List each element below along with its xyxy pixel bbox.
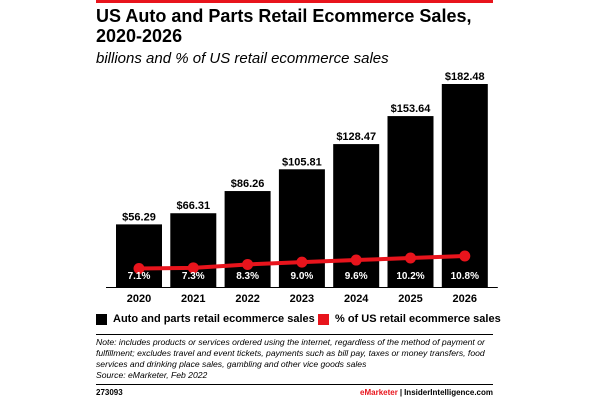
line-point-2026 — [459, 250, 471, 262]
brand-emarketer: eMarketer — [360, 388, 398, 397]
line-point-2021 — [187, 262, 199, 274]
divider-bottom — [96, 384, 493, 385]
line-value-label-2020: 7.1% — [128, 271, 151, 282]
legend-swatch-bar — [96, 313, 107, 325]
line-point-2020 — [133, 263, 145, 274]
x-tick-label-2021: 2021 — [181, 293, 205, 305]
bar-2021 — [170, 213, 217, 287]
footer-brand: eMarketer | InsiderIntelligence.com — [360, 388, 493, 397]
line-point-2022 — [242, 258, 254, 270]
x-tick-label-2025: 2025 — [398, 293, 422, 305]
chart-legend: Auto and parts retail ecommerce sales % … — [96, 313, 506, 329]
line-value-label-2025: 10.2% — [396, 271, 424, 282]
bar-2023 — [278, 169, 325, 287]
bar-value-label-2024: $128.47 — [336, 131, 376, 143]
brand-separator: | — [399, 388, 403, 397]
footer: 273093 eMarketer | InsiderIntelligence.com — [96, 388, 493, 399]
bar-value-label-2026: $182.48 — [445, 71, 485, 83]
line-value-label-2021: 7.3% — [182, 271, 205, 282]
x-tick-label-2020: 2020 — [127, 293, 151, 305]
bar-2022 — [224, 191, 271, 287]
x-tick-label-2026: 2026 — [453, 293, 477, 305]
bar-value-label-2025: $153.64 — [391, 103, 432, 115]
legend-item-bar: Auto and parts retail ecommerce sales — [96, 313, 315, 325]
chart-subtitle: billions and % of US retail ecommerce sa… — [96, 50, 389, 67]
line-value-label-2022: 8.3% — [236, 271, 259, 282]
bar-value-label-2023: $105.81 — [282, 156, 322, 168]
chart-canvas: $56.29 2020 $66.31 2021 $86.26 2022 $105.81 202… — [106, 71, 498, 305]
brand-insider-intelligence: InsiderIntelligence.com — [404, 388, 493, 397]
line-point-2023 — [296, 256, 308, 268]
bar-2024 — [333, 144, 380, 287]
x-tick-label-2023: 2023 — [290, 293, 314, 305]
chart-code: 273093 — [96, 388, 123, 397]
note-text: Note: includes products or services orde… — [96, 337, 485, 369]
line-point-2025 — [405, 252, 416, 264]
legend-label-bar: Auto and parts retail ecommerce sales — [113, 313, 315, 325]
chart-title: US Auto and Parts Retail Ecommerce Sales… — [96, 6, 472, 46]
line-value-label-2023: 9.0% — [291, 271, 314, 282]
chart-note: Note: includes products or services orde… — [96, 337, 496, 381]
bar-value-label-2020: $56.29 — [122, 211, 156, 223]
legend-label-line: % of US retail ecommerce sales — [335, 313, 501, 325]
legend-item-line: % of US retail ecommerce sales — [318, 313, 501, 325]
bar-value-label-2021: $66.31 — [176, 200, 210, 212]
line-value-label-2024: 9.6% — [345, 271, 368, 282]
x-tick-label-2022: 2022 — [235, 293, 259, 305]
title-accent-bar — [96, 0, 493, 3]
line-value-label-2026: 10.8% — [451, 271, 479, 282]
legend-swatch-line — [318, 313, 329, 325]
line-point-2024 — [350, 254, 362, 266]
source-text: Source: eMarketer, Feb 2022 — [96, 370, 208, 380]
bar-value-label-2022: $86.26 — [231, 178, 265, 190]
bar-2020 — [116, 224, 162, 287]
divider-top — [96, 334, 493, 335]
x-tick-label-2024: 2024 — [344, 293, 369, 305]
